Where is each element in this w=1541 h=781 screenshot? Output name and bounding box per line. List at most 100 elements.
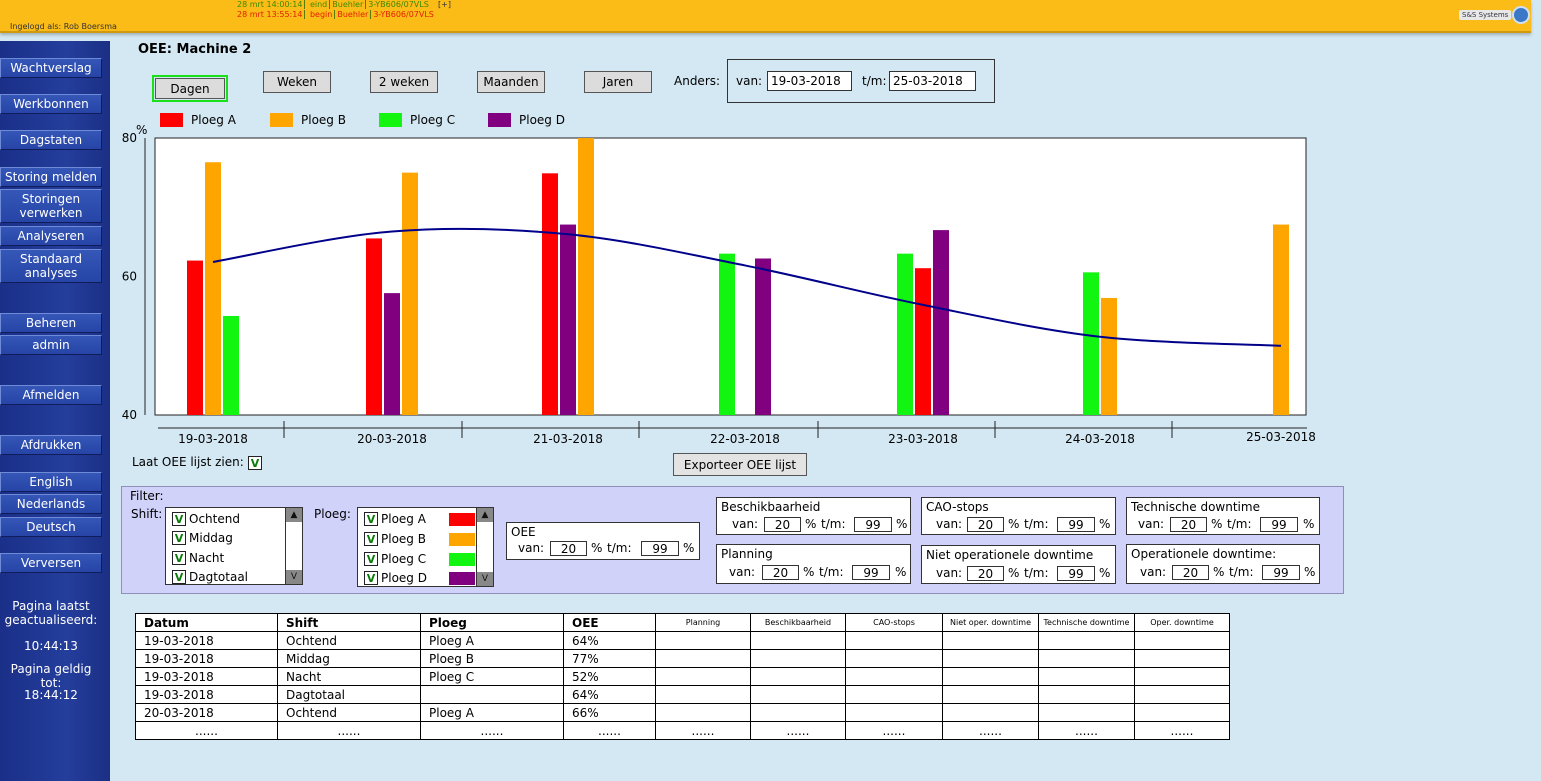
tm-label: t/m: bbox=[819, 565, 844, 579]
bar-ploeg-c-23-03-2018 bbox=[897, 253, 913, 415]
cell-niet-oper-downtime bbox=[942, 703, 1039, 722]
col-header-planning[interactable]: Planning bbox=[655, 613, 751, 632]
ploeg-color-swatch bbox=[449, 512, 475, 526]
shift-checkbox[interactable]: V bbox=[172, 531, 186, 545]
shift-scrollbar[interactable]: ▲ V bbox=[285, 508, 302, 584]
period-button-jaren[interactable]: Jaren bbox=[584, 71, 652, 93]
col-header-beschikbaarheid[interactable]: Beschikbaarheid bbox=[750, 613, 846, 632]
oee-van-input[interactable]: 20 bbox=[550, 541, 587, 556]
ploeg-option-a[interactable]: V Ploeg A bbox=[364, 512, 475, 526]
technische-downtime-tm-input[interactable]: 99 bbox=[1260, 517, 1298, 532]
van-label: van: bbox=[936, 566, 963, 580]
col-header-oee[interactable]: OEE bbox=[563, 613, 656, 632]
beschikbaarheid-tm-input[interactable]: 99 bbox=[854, 517, 892, 532]
sidebar-item-verversen[interactable]: Verversen bbox=[0, 553, 102, 573]
export-oee-list-button[interactable]: Exporteer OEE lijst bbox=[673, 453, 807, 476]
col-header-technische-downtime[interactable]: Technische downtime bbox=[1038, 613, 1135, 632]
ploeg-checkbox[interactable]: V bbox=[364, 512, 378, 526]
shift-option-label: Middag bbox=[189, 531, 233, 545]
shift-option-middag[interactable]: V Middag bbox=[172, 531, 233, 545]
scroll-up-icon[interactable]: ▲ bbox=[477, 508, 493, 522]
period-button-maanden[interactable]: Maanden bbox=[477, 71, 545, 93]
ploeg-option-b[interactable]: V Ploeg B bbox=[364, 532, 475, 546]
sidebar-item-nederlands[interactable]: Nederlands bbox=[0, 494, 102, 514]
show-list-checkbox[interactable]: V bbox=[248, 456, 262, 470]
sidebar-item-storingen-verwerken[interactable]: Storingen verwerken bbox=[0, 189, 102, 223]
beschikbaarheid-van-input[interactable]: 20 bbox=[764, 517, 801, 532]
shift-option-dagtotaal[interactable]: V Dagtotaal bbox=[172, 570, 248, 584]
cell-beschikbaarheid bbox=[750, 703, 846, 722]
sidebar-item-analyseren[interactable]: Analyseren bbox=[0, 226, 102, 246]
y-axis-label: % bbox=[136, 123, 147, 137]
van-date-input[interactable]: 19-03-2018 bbox=[767, 71, 852, 91]
cell-technische-downtime bbox=[1038, 631, 1135, 650]
expand-messages-link[interactable]: [+] bbox=[438, 0, 451, 9]
table-header-row: Datum Shift Ploeg OEE Planning Beschikba… bbox=[135, 613, 1230, 632]
col-header-shift[interactable]: Shift bbox=[277, 613, 421, 632]
col-header-cao-stops[interactable]: CAO-stops bbox=[845, 613, 943, 632]
technische-downtime-van-input[interactable]: 20 bbox=[1170, 517, 1207, 532]
event-message-1[interactable]: 28 mrt 14:00:14 eind Buehler 3-YB606/07VLS bbox=[237, 0, 430, 10]
planning-van-input[interactable]: 20 bbox=[762, 565, 799, 580]
period-button-2-weken[interactable]: 2 weken bbox=[370, 71, 438, 93]
tm-label: t/m: bbox=[1227, 517, 1252, 531]
shift-option-label: Dagtotaal bbox=[189, 570, 249, 584]
sidebar-item-werkbonnen[interactable]: Werkbonnen bbox=[0, 94, 102, 114]
logo-text: S&S Systems bbox=[1459, 10, 1512, 20]
sidebar-item-admin[interactable]: admin bbox=[0, 335, 102, 355]
col-header-niet-oper-downtime[interactable]: Niet oper. downtime bbox=[942, 613, 1039, 632]
col-header-ploeg[interactable]: Ploeg bbox=[420, 613, 564, 632]
shift-checkbox[interactable]: V bbox=[172, 570, 186, 584]
ploeg-listbox[interactable]: V Ploeg A V Ploeg B V Ploeg C V Ploeg D ▲ V bbox=[357, 507, 494, 587]
oee-tm-input[interactable]: 99 bbox=[641, 541, 679, 556]
ploeg-checkbox[interactable]: V bbox=[364, 532, 378, 546]
sidebar-item-afmelden[interactable]: Afmelden bbox=[0, 385, 102, 405]
scroll-up-icon[interactable]: ▲ bbox=[286, 508, 302, 522]
niet-operationele-downtime-van-input[interactable]: 20 bbox=[967, 566, 1004, 581]
shift-option-ochtend[interactable]: V Ochtend bbox=[172, 512, 240, 526]
table-row: 19-03-2018 Ochtend Ploeg A 64% bbox=[135, 631, 1230, 650]
cell-niet-oper-downtime bbox=[942, 649, 1039, 668]
pct-label: % bbox=[896, 517, 908, 531]
oee-bar-chart: 40 60 80% 19-03-2018 20-03-2018 21-03-2018 22-… bbox=[122, 123, 1315, 446]
sidebar-item-standaard-analyses[interactable]: Standaard analyses bbox=[0, 249, 102, 283]
shift-listbox[interactable]: V Ochtend V Middag V Nacht V Dagtotaal ▲ V bbox=[165, 507, 303, 585]
ploeg-option-d[interactable]: V Ploeg D bbox=[364, 571, 475, 585]
niet-operationele-downtime-tm-input[interactable]: 99 bbox=[1057, 566, 1095, 581]
event-message-2[interactable]: 28 mrt 13:55:14 begin Buehler 3-YB606/07VL… bbox=[237, 10, 435, 20]
shift-checkbox[interactable]: V bbox=[172, 512, 186, 526]
tm-date-input[interactable]: 25-03-2018 bbox=[889, 71, 976, 91]
tm-label: t/m: bbox=[1024, 517, 1049, 531]
sidebar-item-wachtverslag[interactable]: Wachtverslag bbox=[0, 58, 102, 78]
planning-tm-input[interactable]: 99 bbox=[852, 565, 890, 580]
scroll-down-icon[interactable]: V bbox=[477, 572, 493, 586]
period-button-weken[interactable]: Weken bbox=[263, 71, 331, 93]
anders-label: Anders: bbox=[674, 74, 721, 88]
sidebar-item-deutsch[interactable]: Deutsch bbox=[0, 517, 102, 537]
sidebar-item-beheren[interactable]: Beheren bbox=[0, 313, 102, 333]
ploeg-option-label: Ploeg C bbox=[381, 552, 427, 566]
ploeg-option-c[interactable]: V Ploeg C bbox=[364, 552, 475, 566]
y-tick-label: 80 bbox=[122, 131, 137, 145]
col-header-oper-downtime[interactable]: Oper. downtime bbox=[1134, 613, 1230, 632]
pct-label: % bbox=[683, 541, 695, 555]
shift-option-label: Ochtend bbox=[189, 512, 240, 526]
col-header-datum[interactable]: Datum bbox=[135, 613, 278, 632]
ploeg-option-label: Ploeg A bbox=[381, 512, 426, 526]
ploeg-scrollbar[interactable]: ▲ V bbox=[476, 508, 493, 586]
period-button-dagen[interactable]: Dagen bbox=[152, 75, 228, 102]
operationele-downtime-tm-input[interactable]: 99 bbox=[1262, 565, 1300, 580]
sidebar-item-afdrukken[interactable]: Afdrukken bbox=[0, 435, 102, 455]
ploeg-checkbox[interactable]: V bbox=[364, 552, 378, 566]
cao-stops-van-input[interactable]: 20 bbox=[967, 517, 1004, 532]
scroll-down-icon[interactable]: V bbox=[286, 570, 302, 584]
sidebar-item-dagstaten[interactable]: Dagstaten bbox=[0, 130, 102, 150]
ploeg-checkbox[interactable]: V bbox=[364, 571, 378, 585]
cao-stops-tm-input[interactable]: 99 bbox=[1057, 517, 1095, 532]
cell-ploeg: Ploeg C bbox=[420, 667, 564, 686]
operationele-downtime-van-input[interactable]: 20 bbox=[1172, 565, 1209, 580]
shift-option-nacht[interactable]: V Nacht bbox=[172, 551, 224, 565]
sidebar-item-storing-melden[interactable]: Storing melden bbox=[0, 167, 102, 187]
sidebar-item-english[interactable]: English bbox=[0, 472, 102, 492]
shift-checkbox[interactable]: V bbox=[172, 551, 186, 565]
